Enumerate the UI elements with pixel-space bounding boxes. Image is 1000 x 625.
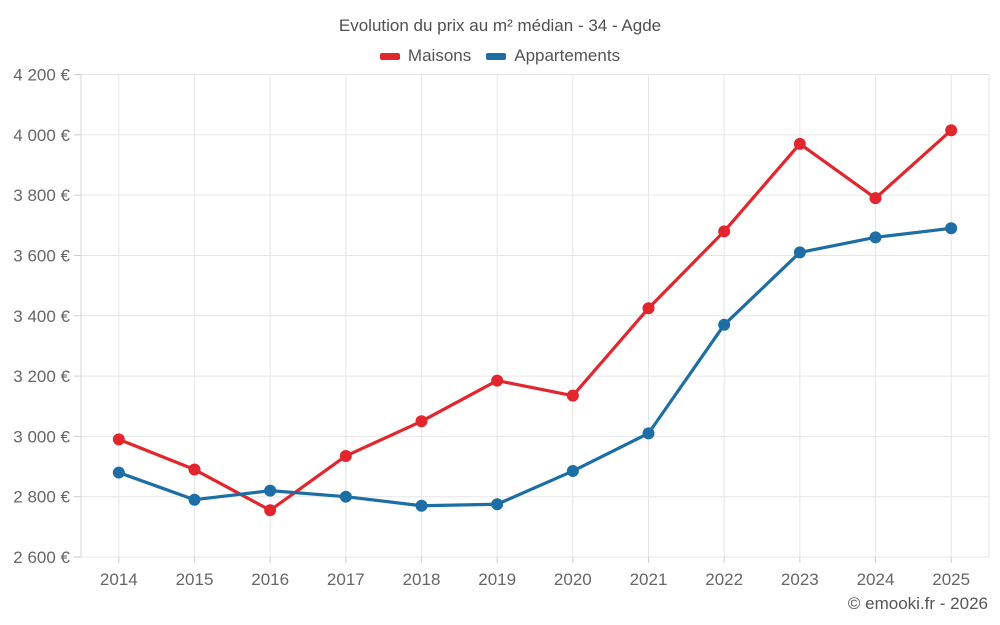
watermark-credit: © emooki.fr - 2026 — [847, 594, 988, 613]
data-point-appartements-2014[interactable] — [112, 466, 125, 479]
legend-item-maisons[interactable]: Maisons — [379, 46, 472, 66]
data-point-appartements-2025[interactable] — [945, 222, 958, 235]
data-point-maisons-2019[interactable] — [491, 374, 504, 387]
x-tick-label: 2024 — [857, 570, 895, 589]
data-point-maisons-2016[interactable] — [264, 504, 277, 517]
data-point-appartements-2020[interactable] — [566, 465, 579, 478]
legend-label-maisons: Maisons — [407, 46, 472, 65]
x-tick-label: 2020 — [554, 570, 592, 589]
legend-item-appartements[interactable]: Appartements — [486, 46, 620, 66]
data-point-maisons-2023[interactable] — [793, 137, 806, 150]
x-tick-label: 2017 — [327, 570, 365, 589]
data-point-appartements-2019[interactable] — [491, 498, 504, 511]
data-point-maisons-2017[interactable] — [339, 449, 352, 462]
data-point-appartements-2022[interactable] — [718, 318, 731, 331]
y-tick-label: 2 800 € — [13, 488, 70, 507]
series-line — [117, 128, 953, 512]
series-maisons — [112, 124, 958, 517]
data-point-maisons-2015[interactable] — [188, 463, 201, 476]
y-axis: 2 600 € 2 800 € 3 000 € 3 200 € 3 400 € 3 600… — [13, 66, 989, 567]
y-tick-label: 3 600 € — [13, 246, 70, 265]
x-tick-label: 2016 — [251, 570, 289, 589]
y-tick-label: 4 200 € — [13, 66, 70, 85]
data-point-appartements-2023[interactable] — [793, 246, 806, 259]
series-line — [117, 226, 953, 508]
data-point-appartements-2021[interactable] — [642, 427, 655, 440]
x-tick-label: 2019 — [478, 570, 516, 589]
data-point-appartements-2018[interactable] — [415, 499, 428, 512]
y-tick-label: 3 400 € — [13, 307, 70, 326]
x-tick-label: 2023 — [781, 570, 819, 589]
y-tick-label: 2 600 € — [13, 548, 70, 567]
series-appartements — [112, 222, 958, 512]
data-point-appartements-2017[interactable] — [339, 490, 352, 503]
y-tick-label: 3 200 € — [13, 367, 70, 386]
data-point-appartements-2024[interactable] — [869, 231, 882, 244]
x-axis: 2014 2015 2016 2017 2018 2019 2020 2021 2022 2023… — [100, 74, 970, 589]
data-point-maisons-2018[interactable] — [415, 415, 428, 428]
y-tick-label: 4 000 € — [13, 126, 70, 145]
maisons-swatch-icon — [379, 52, 400, 60]
data-point-maisons-2014[interactable] — [112, 433, 125, 446]
chart-legend: Maisons Appartements — [0, 46, 1000, 66]
x-tick-label: 2021 — [630, 570, 668, 589]
x-tick-label: 2018 — [403, 570, 441, 589]
data-point-maisons-2020[interactable] — [566, 389, 579, 402]
legend-label-appartements: Appartements — [514, 46, 621, 65]
x-tick-label: 2014 — [100, 570, 138, 589]
data-point-maisons-2022[interactable] — [718, 225, 731, 238]
x-tick-label: 2022 — [705, 570, 743, 589]
data-point-appartements-2016[interactable] — [264, 484, 277, 497]
data-point-maisons-2025[interactable] — [945, 124, 958, 137]
data-point-maisons-2021[interactable] — [642, 302, 655, 315]
appartements-swatch-icon — [486, 52, 507, 60]
chart-title: Evolution du prix au m² médian - 34 - Ag… — [338, 16, 662, 35]
y-tick-label: 3 000 € — [13, 427, 70, 446]
y-tick-label: 3 800 € — [13, 186, 70, 205]
x-tick-label: 2015 — [176, 570, 214, 589]
x-tick-label: 2025 — [932, 570, 970, 589]
data-point-appartements-2015[interactable] — [188, 493, 201, 506]
data-point-maisons-2024[interactable] — [869, 192, 882, 205]
